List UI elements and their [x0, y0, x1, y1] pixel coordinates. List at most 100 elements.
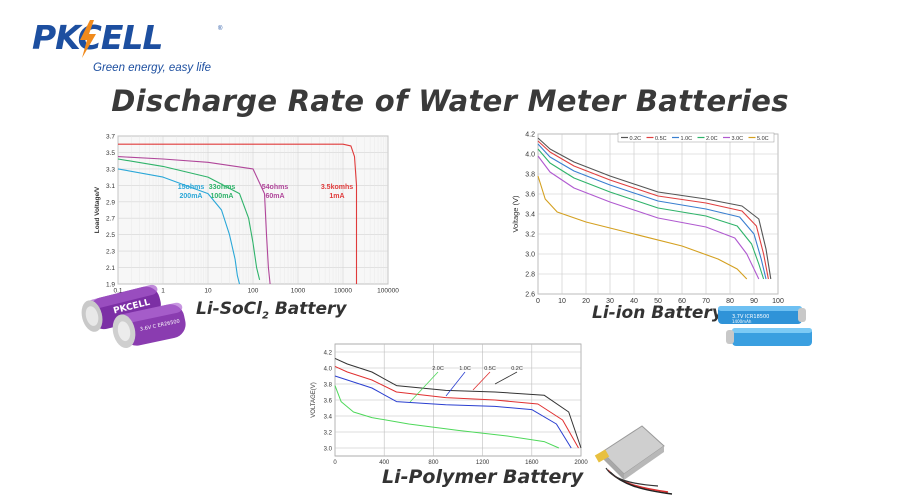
series-annotation: 2.0C — [432, 366, 444, 372]
series-annotation: 1.0C — [459, 366, 471, 372]
y-tick-label: 3.7 — [106, 134, 115, 141]
x-tick-label: 40 — [630, 298, 638, 305]
logo-tagline: Green energy, easy life — [93, 62, 212, 74]
y-tick-label: 3.5 — [106, 150, 115, 157]
y-tick-label: 1.9 — [106, 282, 115, 289]
legend-label: 2.0C — [706, 136, 718, 142]
y-tick-label: 4.0 — [324, 367, 333, 373]
series-line — [537, 155, 760, 280]
li-polymer-battery-photo — [594, 425, 673, 495]
annotation-pointer — [472, 371, 491, 391]
series-line — [537, 175, 748, 280]
series-line — [334, 365, 579, 449]
x-tick-label: 70 — [702, 298, 710, 305]
pkcell-logo: PKCELL ® Green energy, easy life — [30, 18, 223, 78]
li-socl2-battery-photo: PKCELL 3.6V C ER26500 — [81, 284, 186, 348]
y-axis-label: VOLTAGE(V) — [311, 382, 317, 417]
li-socl2-caption-sub: 2 — [261, 310, 269, 322]
logo-text: PKCELL — [32, 18, 163, 57]
legend-label: 5.0C — [757, 136, 769, 142]
x-tick-label: 100 — [248, 288, 259, 295]
x-tick-label: 1600 — [525, 460, 539, 466]
x-tick-label: 0.1 — [113, 288, 122, 295]
y-tick-label: 4.0 — [525, 152, 535, 159]
li-ion-caption: Li-ion Battery — [592, 303, 723, 323]
y-tick-label: 2.1 — [106, 265, 115, 272]
legend-label: 1.0C — [681, 136, 693, 142]
series-line — [334, 375, 572, 449]
li-socl2-caption: Li-SoCl2 Battery — [196, 299, 347, 321]
x-tick-label: 1200 — [476, 460, 490, 466]
x-tick-label: 80 — [726, 298, 734, 305]
registered-mark: ® — [218, 26, 223, 32]
y-tick-label: 4.2 — [525, 132, 535, 139]
legend-label: 0.2C — [630, 136, 642, 142]
y-tick-label: 3.3 — [106, 166, 115, 173]
y-tick-label: 3.8 — [324, 383, 333, 389]
li-polymer-discharge-chart: 3.0 3.2 3.4 3.6 3.8 4.0 4.2 0 400 800 1200 1600 2000… — [311, 343, 588, 466]
y-tick-label: 3.2 — [324, 431, 333, 437]
annotation-pointer — [445, 371, 466, 397]
li-socl2-caption-main: Li-SoCl — [196, 299, 262, 319]
series-label: 60mA — [265, 193, 284, 200]
x-tick-label: 0 — [536, 298, 540, 305]
series-line — [117, 168, 241, 285]
x-tick-label: 10 — [204, 288, 212, 295]
series-label: 33ohms — [209, 184, 236, 191]
y-tick-label: 3.0 — [525, 252, 535, 259]
li-ion-discharge-chart: 2.6 2.8 3.0 3.2 3.4 3.6 3.8 4.0 4.2 0 10 20 30 40 50 60… — [511, 132, 784, 306]
series-line — [334, 385, 560, 449]
series-label: 3.5komhs — [321, 184, 353, 191]
series-annotation: 0.5C — [484, 366, 496, 372]
annotation-pointer — [409, 371, 439, 403]
series-line — [118, 143, 358, 284]
series-line — [537, 137, 772, 280]
li-socl2-discharge-chart: 1.9 2.1 2.3 2.5 2.7 2.9 3.1 3.3 3.5 3.7 0.1 1 10 100 1… — [94, 134, 399, 295]
series-line — [537, 148, 765, 280]
series-label: 54ohms — [262, 184, 289, 191]
y-tick-label: 3.6 — [324, 399, 333, 405]
series-label: 15ohms — [178, 184, 205, 191]
y-tick-label: 3.1 — [106, 183, 115, 190]
x-tick-label: 10 — [558, 298, 566, 305]
series-line — [537, 143, 767, 280]
y-axis-label: Load Voltage/V — [94, 186, 101, 233]
series-annotation: 0.2C — [511, 366, 523, 372]
series-line — [334, 357, 582, 449]
x-tick-label: 800 — [428, 460, 439, 466]
logo-bolt-icon — [80, 20, 96, 58]
y-tick-label: 4.2 — [324, 351, 333, 357]
y-tick-label: 3.6 — [525, 192, 535, 199]
x-tick-label: 400 — [379, 460, 390, 466]
annotation-pointer — [494, 371, 518, 385]
series-line — [117, 156, 271, 285]
y-tick-label: 2.7 — [106, 216, 115, 223]
legend-box — [617, 132, 775, 143]
li-socl2-caption-tail: Battery — [268, 299, 347, 319]
x-tick-label: 100 — [772, 298, 784, 305]
y-tick-label: 3.4 — [525, 212, 535, 219]
li-ion-battery-photo: 3.7V ICR18500 1400mAh — [718, 306, 812, 346]
series-label: 1mA — [329, 193, 344, 200]
series-line — [537, 140, 769, 280]
y-tick-label: 3.8 — [525, 172, 535, 179]
y-tick-label: 3.2 — [525, 232, 535, 239]
series-label: 200mA — [180, 193, 203, 200]
x-tick-label: 2000 — [574, 460, 588, 466]
y-tick-label: 2.5 — [106, 232, 115, 239]
y-tick-label: 2.9 — [106, 199, 115, 206]
y-tick-label: 2.6 — [525, 292, 535, 299]
x-tick-label: 90 — [750, 298, 758, 305]
x-tick-label: 1 — [161, 288, 165, 295]
y-tick-label: 3.4 — [324, 415, 333, 421]
y-tick-label: 2.3 — [106, 249, 115, 256]
x-tick-label: 0 — [333, 460, 337, 466]
y-tick-label: 2.8 — [525, 272, 535, 279]
li-polymer-caption: Li-Polymer Battery — [382, 466, 584, 488]
y-tick-label: 3.0 — [324, 447, 333, 453]
x-tick-label: 60 — [678, 298, 686, 305]
x-tick-label: 1000 — [291, 288, 306, 295]
li-ion-cell-label: 3.7V ICR18500 — [732, 314, 769, 320]
legend-label: 3.0C — [732, 136, 744, 142]
series-label: 100mA — [211, 193, 234, 200]
